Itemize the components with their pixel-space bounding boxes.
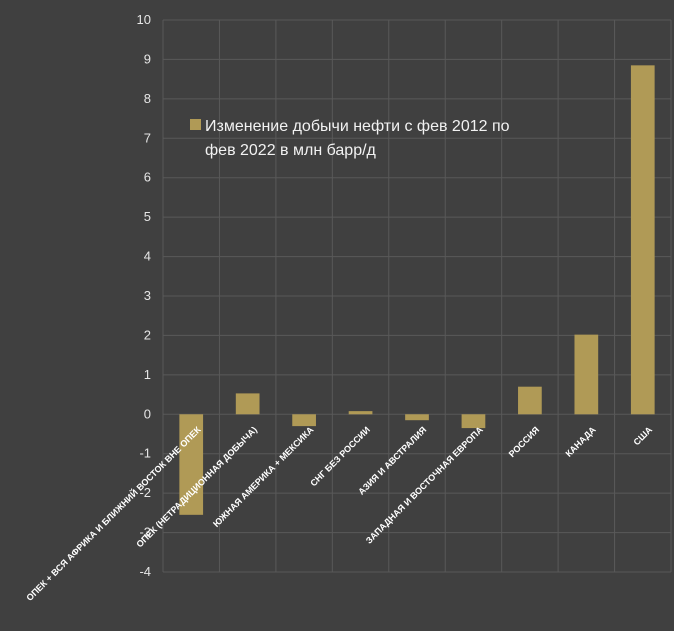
legend-swatch (190, 119, 201, 130)
bar (179, 414, 204, 515)
bar (461, 414, 486, 429)
y-tick-label: -4 (139, 564, 151, 579)
grid-layer (162, 19, 672, 573)
legend-label-line2: фев 2022 в млн барр/д (205, 142, 377, 159)
y-tick-label: 2 (144, 327, 151, 342)
bar (405, 414, 429, 421)
bar (348, 411, 373, 415)
bar (518, 386, 542, 415)
bar (235, 393, 260, 415)
y-axis-ticks: -4 -3 -2 -1 0 1 2 3 4 5 6 7 8 9 10 (137, 12, 151, 579)
y-tick-label: -1 (139, 446, 151, 461)
y-tick-label: 3 (144, 288, 151, 303)
y-tick-label: 0 (144, 406, 151, 421)
legend: Изменение добычи нефти с фев 2012 по фев… (190, 118, 510, 159)
legend-label-line1: Изменение добычи нефти с фев 2012 по (205, 118, 510, 135)
x-category-label: СНГ БЕЗ РОССИИ (308, 425, 372, 489)
y-tick-label: 9 (144, 51, 151, 66)
bar (574, 334, 599, 415)
bar (630, 65, 655, 415)
bar (292, 414, 316, 427)
y-tick-label: 4 (144, 249, 151, 264)
bars (179, 65, 655, 515)
y-tick-label: -3 (139, 525, 151, 540)
y-tick-label: 6 (144, 170, 151, 185)
x-category-label: США (632, 424, 655, 447)
y-tick-label: -2 (139, 485, 151, 500)
y-tick-label: 1 (144, 367, 151, 382)
x-axis-categories: ОПЕК + ВСЯ АФРИКА И БЛИЖНИЙ ВОСТОК ВНЕ О… (24, 424, 655, 603)
y-tick-label: 7 (144, 130, 151, 145)
x-category-label: ЗАПАДНАЯ И ВОСТОЧНАЯ ЕВРОПА (364, 424, 485, 545)
y-tick-label: 10 (137, 12, 151, 27)
x-category-label: ЮЖНАЯ АМЕРИКА + МЕКСИКА (211, 424, 316, 529)
y-tick-label: 5 (144, 209, 151, 224)
y-tick-label: 8 (144, 91, 151, 106)
